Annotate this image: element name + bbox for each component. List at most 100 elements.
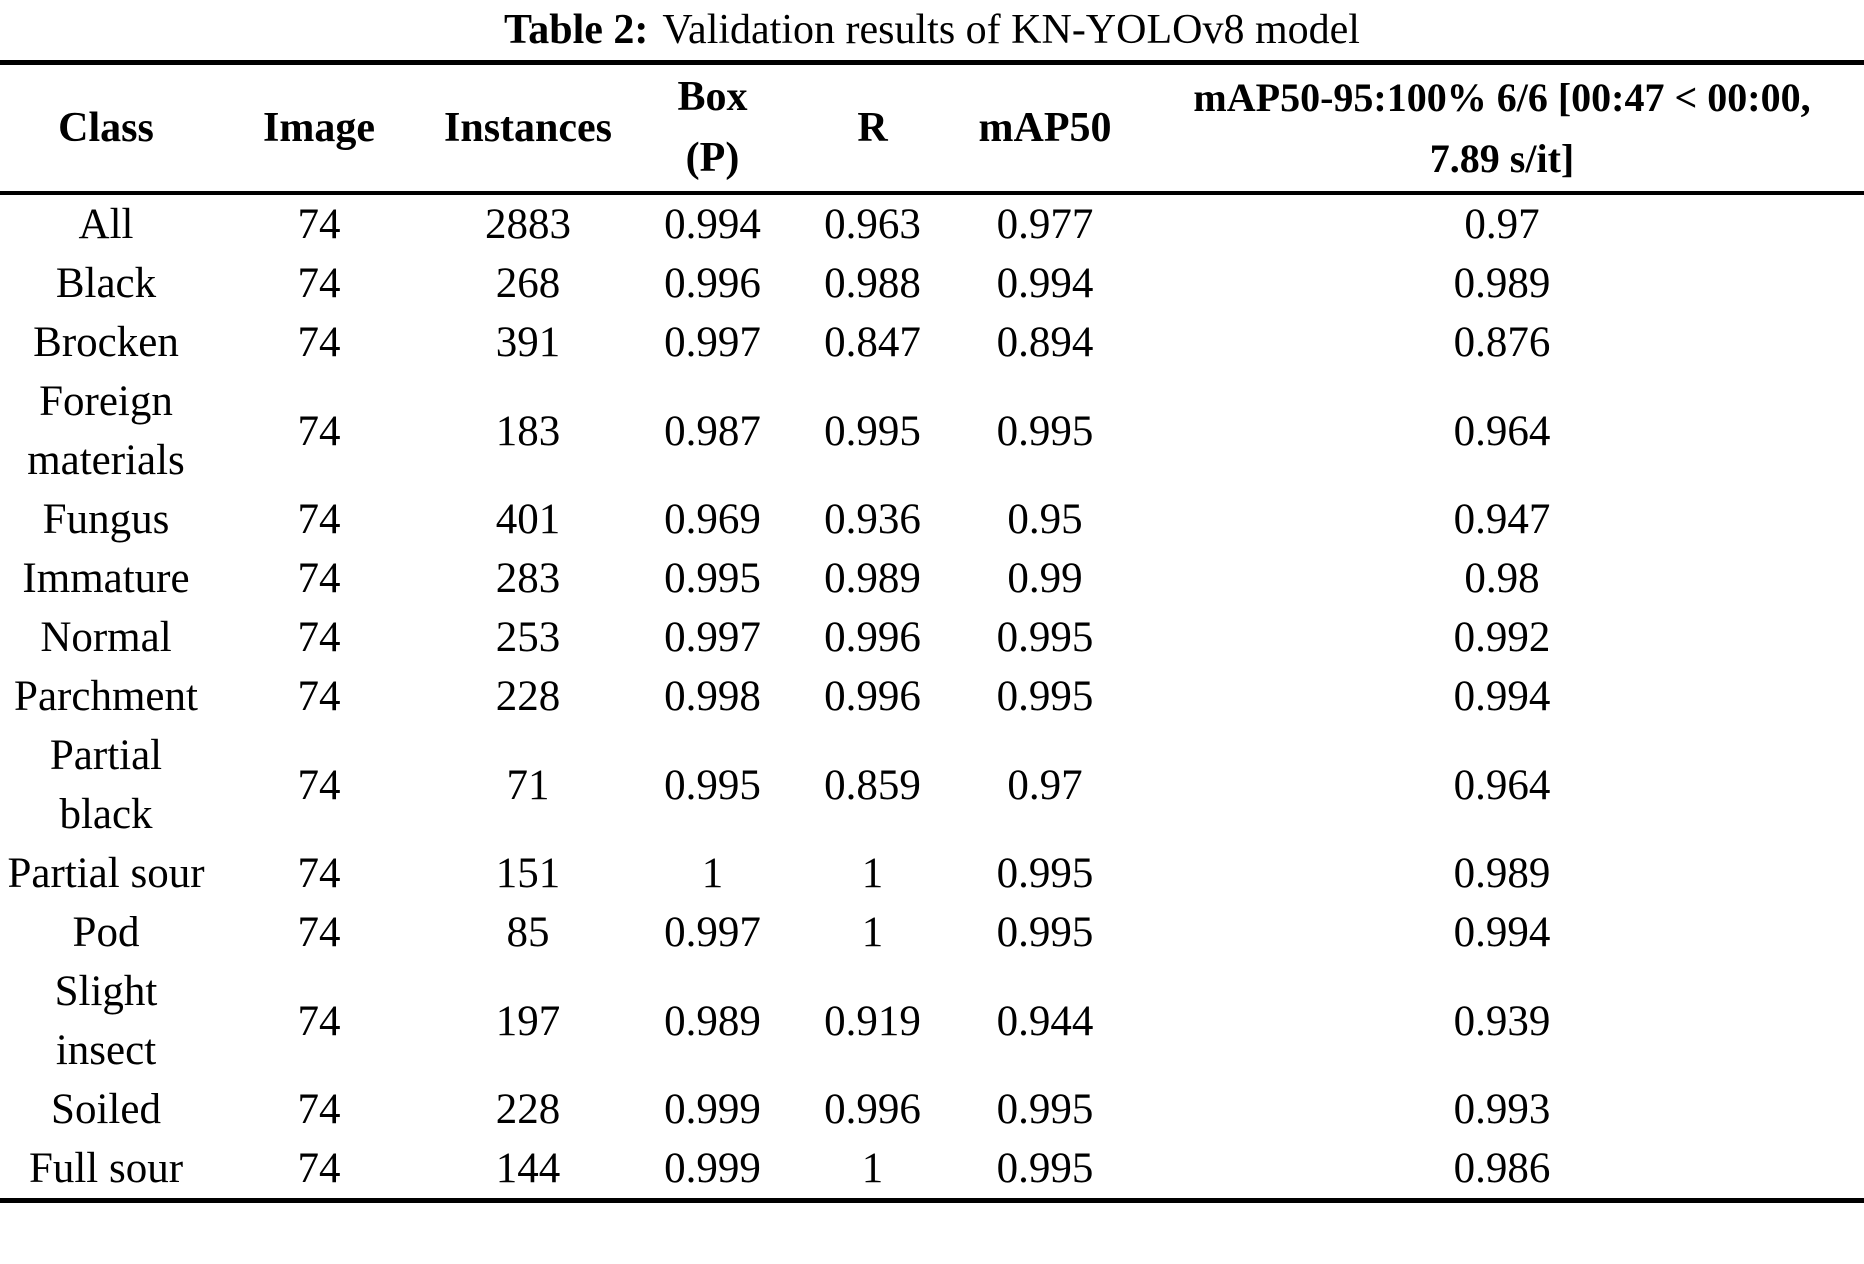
value-cell: 74 <box>297 997 341 1045</box>
value-cell: 74 <box>297 909 341 956</box>
table-caption-text: Validation results of KN-YOLOv8 model <box>662 7 1360 53</box>
value-cell: 0.969 <box>664 496 761 543</box>
class-cell: Brocken <box>33 319 179 366</box>
table-row: Partial black 74 71 0.995 0.859 0.97 0.964 <box>0 726 1864 844</box>
value-cell: 0.996 <box>824 1086 921 1133</box>
column-header-image: Image <box>263 104 375 151</box>
value-cell: 0.894 <box>996 319 1094 366</box>
value-cell: 74 <box>297 319 341 366</box>
value-cell: 0.995 <box>996 407 1094 455</box>
value-cell: 0.98 <box>1464 555 1540 602</box>
class-cell: Full sour <box>28 1145 184 1192</box>
table-row: Black 74 268 0.996 0.988 0.994 0.989 <box>0 254 1864 313</box>
value-cell: 1 <box>861 909 884 956</box>
value-cell: 0.989 <box>1453 850 1551 897</box>
value-cell: 0.997 <box>664 614 761 661</box>
value-cell: 0.939 <box>1453 997 1551 1045</box>
value-cell: 391 <box>495 319 561 366</box>
table-row: Soiled 74 228 0.999 0.996 0.995 0.993 <box>0 1080 1864 1139</box>
table-row: Partial sour 74 151 1 1 0.995 0.989 <box>0 844 1864 903</box>
value-cell: 228 <box>495 1086 561 1133</box>
value-cell: 0.963 <box>824 201 921 248</box>
value-cell: 0.989 <box>664 997 761 1045</box>
table-row: All 74 2883 0.994 0.963 0.977 0.97 <box>0 193 1864 254</box>
value-cell: 74 <box>297 555 341 602</box>
table-row: Slight insect 74 197 0.989 0.919 0.944 0.939 <box>0 962 1864 1080</box>
class-cell: Normal <box>40 614 172 661</box>
table-row: Foreign materials 74 183 0.987 0.995 0.995 0.9… <box>0 372 1864 490</box>
value-cell: 0.994 <box>664 201 761 248</box>
column-header-map50-95: mAP50-95:100% 6/6 [00:47 < 00:00, 7.89 s… <box>1193 75 1811 181</box>
value-cell: 0.998 <box>664 673 761 720</box>
class-cell: Pod <box>72 909 140 956</box>
column-header-map50: mAP50 <box>978 104 1112 151</box>
column-header-r: R <box>857 104 888 151</box>
table-body: All 74 2883 0.994 0.963 0.977 0.97 Black 74 268 0.… <box>0 193 1864 1201</box>
value-cell: 1 <box>701 850 724 897</box>
value-cell: 0.947 <box>1453 496 1551 543</box>
value-cell: 0.997 <box>664 319 761 366</box>
value-cell: 2883 <box>485 201 571 248</box>
value-cell: 0.989 <box>1453 260 1551 307</box>
value-cell: 0.95 <box>1007 496 1083 543</box>
value-cell: 74 <box>297 260 341 307</box>
table-caption: Table 2: Validation results of KN-YOLOv8 … <box>0 0 1864 60</box>
value-cell: 74 <box>297 614 341 661</box>
value-cell: 0.987 <box>664 407 761 455</box>
value-cell: 0.964 <box>1453 761 1551 809</box>
value-cell: 0.992 <box>1453 614 1551 661</box>
value-cell: 74 <box>297 496 341 543</box>
class-cell: Partial black <box>49 732 163 838</box>
value-cell: 0.993 <box>1453 1086 1551 1133</box>
value-cell: 0.995 <box>824 407 921 455</box>
table-row: Normal 74 253 0.997 0.996 0.995 0.992 <box>0 608 1864 667</box>
table-caption-label: Table 2: <box>504 7 649 53</box>
value-cell: 74 <box>297 850 341 897</box>
value-cell: 253 <box>495 614 561 661</box>
value-cell: 74 <box>297 1145 341 1192</box>
value-cell: 74 <box>297 407 341 455</box>
value-cell: 0.936 <box>824 496 921 543</box>
value-cell: 0.999 <box>664 1145 761 1192</box>
value-cell: 74 <box>297 1086 341 1133</box>
value-cell: 0.995 <box>996 850 1094 897</box>
value-cell: 0.995 <box>996 1145 1094 1192</box>
value-cell: 0.847 <box>824 319 921 366</box>
table-row: Pod 74 85 0.997 1 0.995 0.994 <box>0 903 1864 962</box>
value-cell: 0.977 <box>996 201 1094 248</box>
class-cell: Soiled <box>51 1086 161 1133</box>
class-cell: All <box>78 201 134 248</box>
value-cell: 0.97 <box>1007 761 1083 809</box>
class-cell: Black <box>55 260 157 307</box>
value-cell: 0.997 <box>664 909 761 956</box>
column-header-box-p: Box (P) <box>677 74 748 181</box>
class-cell: Partial sour <box>7 850 205 897</box>
table-row: Full sour 74 144 0.999 1 0.995 0.986 <box>0 1139 1864 1201</box>
value-cell: 0.995 <box>996 1086 1094 1133</box>
table-row: Parchment 74 228 0.998 0.996 0.995 0.994 <box>0 667 1864 726</box>
value-cell: 0.994 <box>1453 673 1551 720</box>
value-cell: 1 <box>861 1145 884 1192</box>
value-cell: 0.995 <box>996 673 1094 720</box>
value-cell: 85 <box>506 909 550 956</box>
column-header-instances: Instances <box>443 104 613 151</box>
class-cell: Immature <box>22 555 190 602</box>
column-header-class: Class <box>58 104 154 151</box>
table-row: Fungus 74 401 0.969 0.936 0.95 0.947 <box>0 490 1864 549</box>
value-cell: 0.859 <box>824 761 921 809</box>
value-cell: 0.996 <box>824 614 921 661</box>
table-row: Brocken 74 391 0.997 0.847 0.894 0.876 <box>0 313 1864 372</box>
value-cell: 401 <box>495 496 561 543</box>
value-cell: 268 <box>495 260 561 307</box>
value-cell: 0.99 <box>1007 555 1083 602</box>
value-cell: 0.996 <box>664 260 761 307</box>
value-cell: 197 <box>495 997 561 1045</box>
class-cell: Parchment <box>14 673 198 720</box>
value-cell: 183 <box>495 407 561 455</box>
value-cell: 71 <box>506 761 550 809</box>
class-cell: Fungus <box>42 496 170 543</box>
